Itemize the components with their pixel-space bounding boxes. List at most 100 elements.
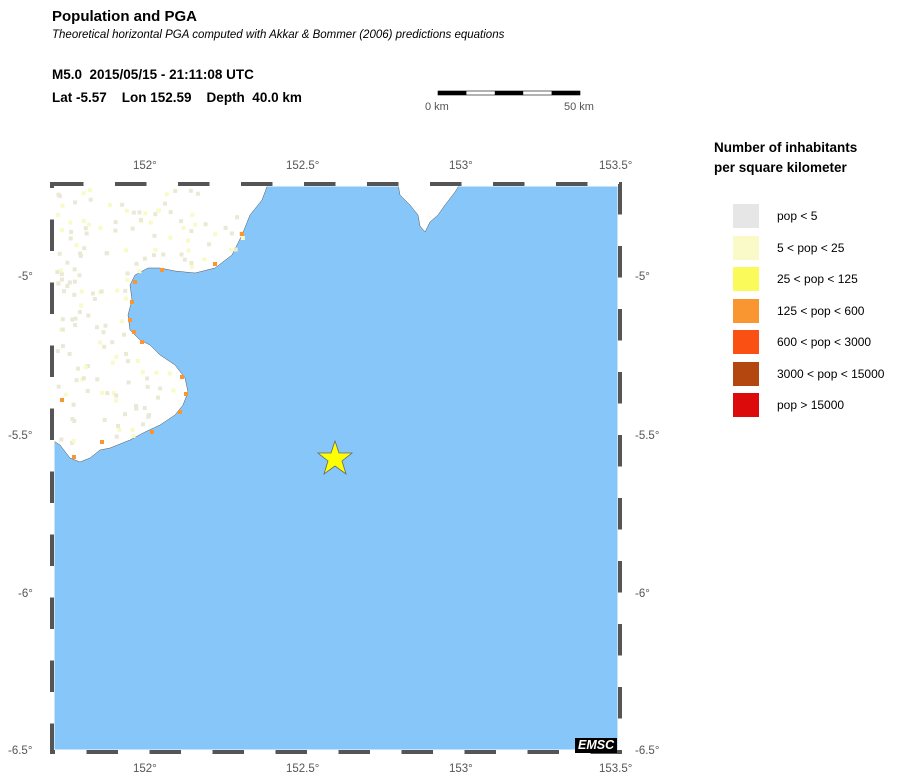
population-cell	[202, 257, 207, 262]
population-cell	[60, 317, 65, 322]
population-cell	[81, 191, 86, 196]
lat-tick-right: -6°	[635, 588, 650, 600]
population-cell	[152, 233, 157, 238]
population-cell	[125, 271, 130, 276]
population-cell	[72, 279, 77, 284]
population-cell	[130, 300, 134, 304]
population-cell	[74, 378, 79, 383]
population-cell	[190, 212, 195, 217]
population-cell	[140, 370, 145, 375]
legend-swatch	[733, 393, 759, 417]
population-cell	[107, 203, 112, 208]
population-cell	[150, 430, 154, 434]
population-cell	[77, 309, 82, 314]
population-cell	[69, 229, 74, 234]
population-cell	[213, 262, 217, 266]
population-cell	[95, 377, 100, 382]
population-cell	[213, 232, 218, 237]
population-cell	[141, 422, 146, 427]
population-cell	[125, 278, 130, 283]
population-cell	[167, 371, 172, 376]
population-cell	[65, 260, 70, 265]
lat-tick-right: -5°	[635, 271, 650, 283]
legend-label: 5 < pop < 25	[777, 240, 845, 255]
population-cell	[60, 398, 64, 402]
population-cell	[145, 376, 150, 381]
population-cell	[60, 344, 65, 349]
population-cell	[79, 303, 84, 308]
population-cell	[85, 363, 90, 368]
population-cell	[153, 212, 158, 217]
population-cell	[235, 215, 240, 220]
population-cell	[163, 201, 168, 206]
population-cell	[59, 228, 64, 233]
lat-tick-right: -6.5°	[635, 745, 660, 757]
population-cell	[168, 210, 173, 215]
population-cell	[81, 219, 86, 224]
scale-start-label: 0 km	[425, 101, 449, 113]
lon-tick-top: 152°	[133, 160, 157, 172]
population-cell	[138, 217, 143, 222]
lon-tick-top: 153.5°	[599, 160, 633, 172]
population-cell	[115, 288, 120, 293]
population-cell	[137, 269, 142, 274]
lat-tick-left: -5°	[18, 271, 33, 283]
population-cell	[72, 267, 77, 272]
population-cell	[181, 226, 186, 231]
population-cell	[71, 402, 76, 407]
population-cell	[82, 246, 87, 251]
legend-item: 3000 < pop < 15000	[733, 361, 885, 386]
population-cell	[148, 220, 153, 225]
population-cell	[171, 388, 176, 393]
population-cell	[133, 280, 137, 284]
population-cell	[189, 264, 194, 269]
population-cell	[114, 398, 119, 403]
population-cell	[99, 289, 104, 294]
population-cell	[73, 323, 78, 328]
legend-item: pop < 5	[733, 204, 817, 228]
lat-tick-left: -5.5°	[8, 430, 33, 442]
population-cell	[68, 236, 73, 241]
population-cell	[123, 412, 128, 417]
population-cell	[123, 296, 128, 301]
population-cell	[130, 226, 135, 231]
population-cell	[73, 200, 78, 205]
legend-item: 125 < pop < 600	[733, 298, 864, 323]
population-cell	[74, 243, 79, 248]
population-cell	[98, 340, 103, 345]
legend-label: pop < 5	[777, 209, 818, 223]
legend-label: 3000 < pop < 15000	[777, 366, 885, 381]
population-cell	[70, 317, 75, 322]
population-cell	[182, 257, 187, 262]
population-cell	[83, 365, 88, 370]
population-cell	[73, 316, 78, 321]
population-cell	[78, 251, 83, 256]
population-cell	[125, 208, 130, 213]
population-cell	[56, 212, 61, 217]
population-cell	[83, 226, 88, 231]
population-cell	[67, 351, 72, 356]
population-cell	[164, 192, 169, 197]
population-cell	[111, 391, 116, 396]
population-cell	[102, 417, 107, 422]
population-cell	[160, 268, 164, 272]
population-cell	[233, 247, 238, 252]
population-cell	[120, 202, 125, 207]
legend-label: 25 < pop < 125	[777, 272, 858, 286]
legend-swatch	[733, 267, 759, 291]
legend-swatch	[733, 330, 759, 354]
population-cell	[87, 222, 92, 227]
legend-swatch	[733, 298, 759, 323]
population-cell	[102, 344, 107, 349]
population-cell	[65, 283, 70, 288]
population-cell	[105, 251, 110, 256]
population-cell	[75, 366, 80, 371]
population-cell	[98, 225, 103, 230]
population-cell	[153, 247, 158, 252]
lon-tick-top: 152.5°	[286, 160, 320, 172]
population-cell	[55, 349, 60, 354]
lat-tick-right: -5.5°	[635, 430, 660, 442]
population-cell	[240, 232, 244, 236]
population-cell	[113, 228, 118, 233]
